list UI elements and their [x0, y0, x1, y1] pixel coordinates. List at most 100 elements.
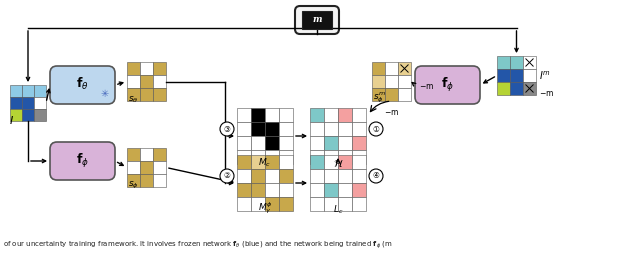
Text: $M_c$: $M_c$ [259, 156, 271, 169]
Bar [22, 97, 34, 109]
Bar [338, 122, 352, 136]
Text: $\mathbf{f}_\phi$: $\mathbf{f}_\phi$ [441, 76, 454, 94]
Bar [510, 69, 523, 82]
Bar [251, 183, 265, 197]
Bar [251, 155, 265, 169]
Bar [140, 62, 153, 75]
Bar [251, 197, 265, 211]
Bar [324, 183, 338, 197]
Text: m: m [312, 16, 322, 25]
FancyBboxPatch shape [415, 66, 480, 104]
Bar [372, 88, 385, 101]
Bar [237, 183, 251, 197]
Bar [34, 109, 46, 121]
Bar [140, 75, 153, 88]
Bar [22, 109, 34, 121]
Bar [279, 197, 293, 211]
Bar [279, 108, 293, 122]
Bar [34, 85, 46, 97]
Bar [237, 197, 251, 211]
Bar [372, 75, 385, 88]
Bar [352, 197, 366, 211]
Bar [279, 169, 293, 183]
Bar [510, 82, 523, 95]
Text: ③: ③ [223, 124, 230, 133]
Text: $\mathcal{H}$: $\mathcal{H}$ [333, 158, 344, 169]
Bar [140, 88, 153, 101]
Bar [140, 161, 153, 174]
Bar [372, 62, 385, 75]
Circle shape [220, 122, 234, 136]
Bar [324, 197, 338, 211]
Bar [153, 75, 166, 88]
Bar [153, 62, 166, 75]
Bar [237, 122, 251, 136]
Bar [237, 169, 251, 183]
Bar [237, 155, 251, 169]
Text: of our uncertainty training framework. It involves frozen network $\mathbf{f}_\t: of our uncertainty training framework. I… [3, 240, 393, 251]
Bar [338, 108, 352, 122]
FancyBboxPatch shape [50, 142, 115, 180]
Bar [324, 169, 338, 183]
Bar [140, 148, 153, 161]
Bar [279, 155, 293, 169]
Bar [153, 161, 166, 174]
Bar [153, 174, 166, 187]
Bar [310, 155, 324, 169]
Bar [338, 183, 352, 197]
Bar [265, 169, 279, 183]
Circle shape [220, 169, 234, 183]
Text: $I$: $I$ [9, 114, 14, 126]
Bar [279, 150, 293, 164]
Circle shape [369, 122, 383, 136]
Bar [352, 136, 366, 150]
Bar [352, 108, 366, 122]
Bar [497, 82, 510, 95]
Bar [523, 69, 536, 82]
Text: $L_c$: $L_c$ [333, 204, 343, 216]
Text: ②: ② [223, 172, 230, 180]
Text: $s_\phi$: $s_\phi$ [128, 180, 139, 191]
Bar [338, 136, 352, 150]
Text: $s^m_\phi$: $s^m_\phi$ [373, 91, 386, 105]
Bar [153, 148, 166, 161]
Text: $\mathbf{f}_\theta$: $\mathbf{f}_\theta$ [76, 76, 89, 92]
Bar [338, 197, 352, 211]
Text: ✳: ✳ [101, 89, 109, 99]
Text: $-$m: $-$m [419, 82, 434, 91]
Bar [265, 150, 279, 164]
Bar [140, 174, 153, 187]
Bar [127, 174, 140, 187]
Bar [324, 108, 338, 122]
Bar [265, 197, 279, 211]
Bar [398, 75, 411, 88]
Bar [398, 88, 411, 101]
Bar [310, 169, 324, 183]
Bar [127, 161, 140, 174]
Text: $-$m: $-$m [384, 108, 399, 117]
Bar [310, 136, 324, 150]
Text: $\mathbf{f}_\phi$: $\mathbf{f}_\phi$ [76, 152, 89, 170]
Bar [352, 150, 366, 164]
Text: $s_\theta$: $s_\theta$ [128, 94, 138, 105]
FancyBboxPatch shape [295, 6, 339, 34]
Bar [251, 136, 265, 150]
Bar [127, 148, 140, 161]
Bar [127, 62, 140, 75]
Bar [237, 150, 251, 164]
Text: ④: ④ [372, 172, 380, 180]
Bar [352, 122, 366, 136]
Bar [153, 88, 166, 101]
Bar [265, 108, 279, 122]
Bar [279, 183, 293, 197]
Bar [523, 82, 536, 95]
Bar [265, 122, 279, 136]
Bar [265, 136, 279, 150]
Bar [324, 136, 338, 150]
Text: $I^m$: $I^m$ [539, 69, 551, 82]
Bar [251, 122, 265, 136]
Bar [279, 122, 293, 136]
Text: $M^\phi_\gamma$: $M^\phi_\gamma$ [258, 200, 272, 216]
Bar [237, 136, 251, 150]
Bar [385, 88, 398, 101]
